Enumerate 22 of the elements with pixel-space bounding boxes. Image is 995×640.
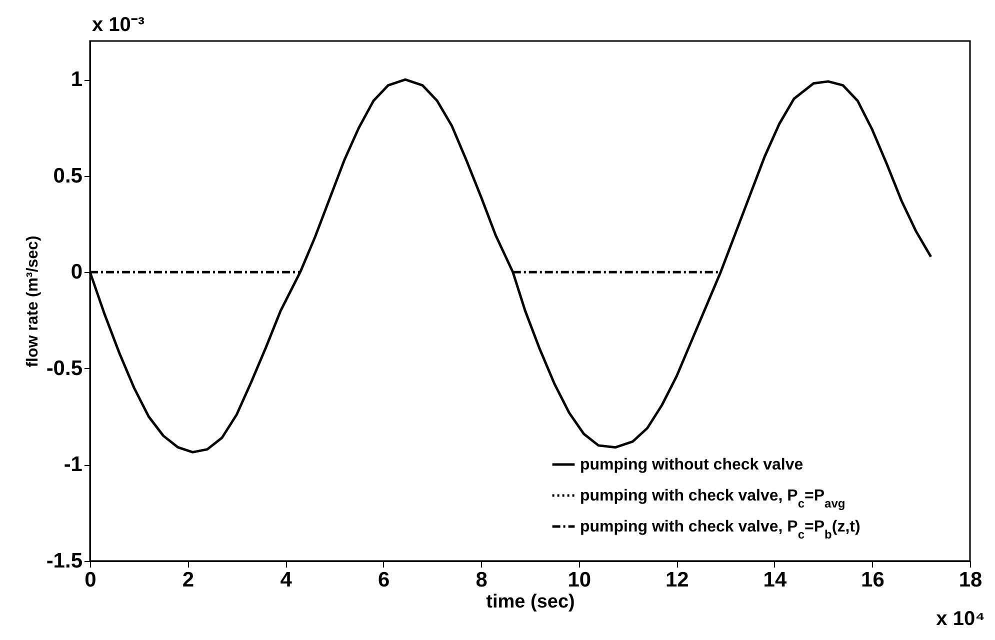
y-tick-label: -1 [64, 453, 83, 476]
x-tick-label: 12 [665, 568, 689, 592]
legend-label: pumping without check valve [580, 456, 804, 474]
y-tick-label: 0 [70, 260, 82, 284]
y-tick-label: -1.5 [46, 550, 83, 572]
x-tick-label: 6 [378, 568, 390, 592]
y-tick-label: 1 [70, 68, 83, 92]
x-tick-label: 2 [182, 568, 194, 592]
x-tick-label: 4 [280, 568, 292, 592]
x-tick-label: 14 [763, 568, 787, 592]
y-tick-label: -0.5 [46, 356, 83, 380]
x-tick-label: 10 [568, 568, 592, 592]
y-tick-label: 0.5 [53, 164, 83, 188]
text: x 10⁻³ [92, 13, 145, 37]
x-tick-label: 18 [958, 568, 982, 592]
x-tick-label: 16 [861, 568, 884, 592]
legend-label: pumping with check valve, P$_{c}$=P$_{b}$(z,t) [580, 518, 860, 542]
x-axis-title: time (sec) [486, 592, 575, 612]
legend-label: pumping with check valve, P$_{c}$=P$_{avg}$ [580, 488, 846, 510]
x-tick-label: 8 [476, 568, 488, 592]
text: x 10⁴ [936, 608, 985, 631]
y-axis-title: flow rate (m³/sec) [24, 236, 42, 368]
